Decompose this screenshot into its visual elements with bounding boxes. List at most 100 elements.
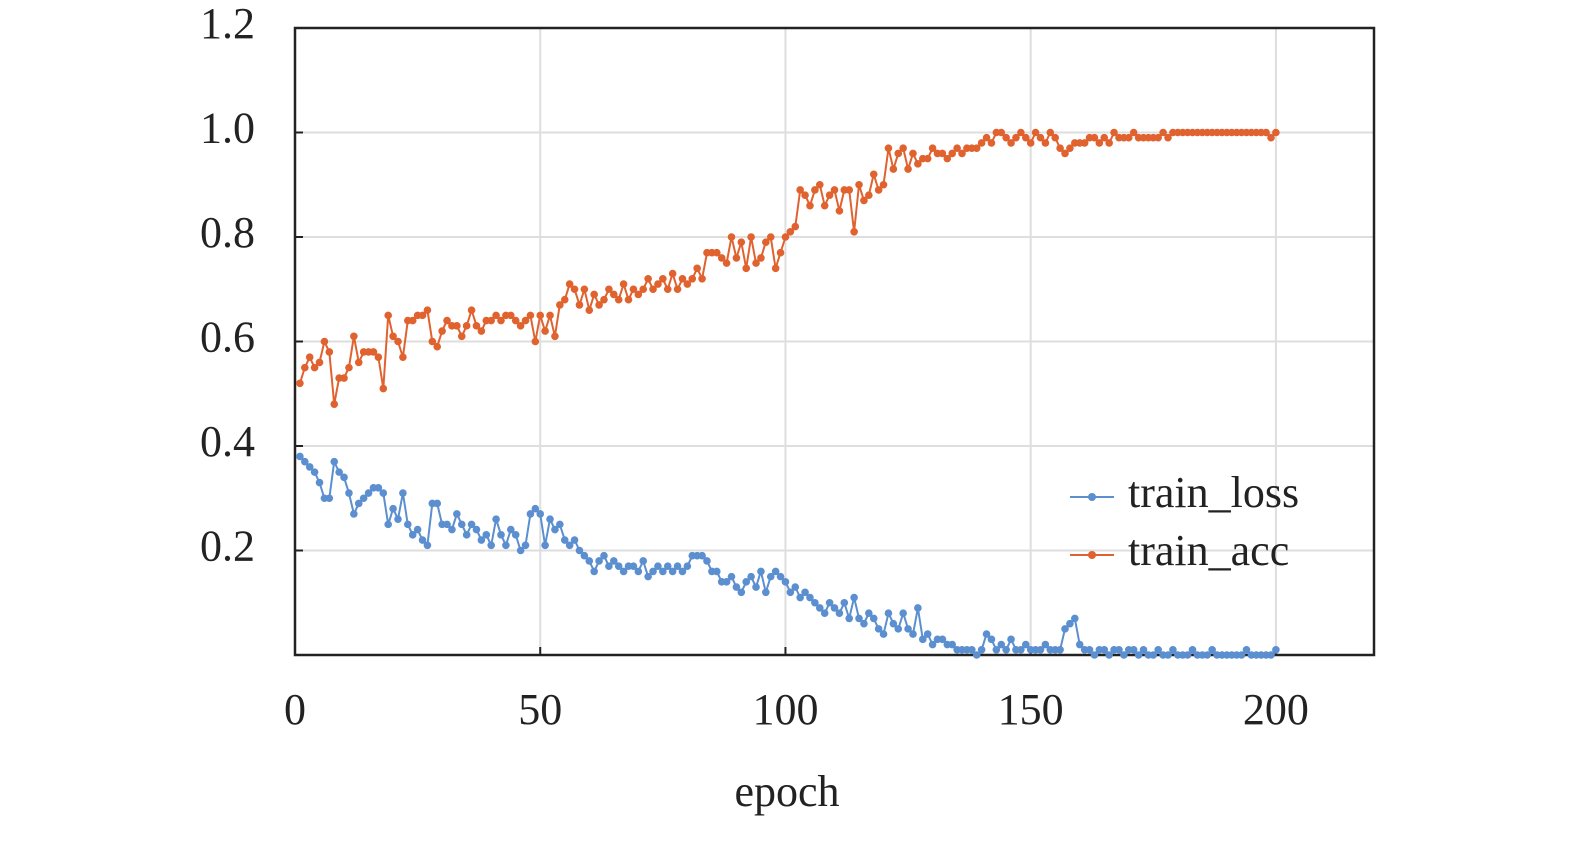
point xyxy=(904,165,912,173)
point xyxy=(1095,139,1104,147)
point xyxy=(384,311,392,320)
point xyxy=(791,583,800,591)
point xyxy=(487,316,495,325)
point xyxy=(497,531,505,539)
point xyxy=(595,557,603,565)
point xyxy=(698,275,706,283)
point xyxy=(698,551,706,560)
point xyxy=(477,327,486,335)
point xyxy=(1272,128,1280,137)
point xyxy=(801,191,809,199)
legend-label: train_loss xyxy=(1128,468,1299,517)
point xyxy=(1149,651,1158,659)
series-line xyxy=(298,130,1277,405)
point xyxy=(649,567,657,576)
series xyxy=(296,452,1280,659)
point xyxy=(1188,645,1197,654)
point xyxy=(850,227,858,236)
point xyxy=(394,515,402,523)
point xyxy=(335,468,343,476)
x-tick-label: 0 xyxy=(284,685,306,734)
point xyxy=(806,593,814,602)
point xyxy=(301,363,309,372)
legend-label: train_acc xyxy=(1128,526,1289,575)
point xyxy=(423,306,432,314)
point xyxy=(605,285,613,294)
y-tick-label: 0.8 xyxy=(200,208,255,257)
point xyxy=(678,567,687,576)
point xyxy=(786,588,795,597)
point xyxy=(1115,645,1123,654)
point xyxy=(629,285,638,294)
point xyxy=(659,275,667,283)
point xyxy=(1080,139,1089,147)
point xyxy=(379,384,388,393)
point xyxy=(551,525,559,534)
point xyxy=(972,144,981,152)
point xyxy=(399,353,407,361)
point xyxy=(717,254,726,262)
legend-marker xyxy=(1088,493,1096,501)
point xyxy=(340,473,348,482)
point xyxy=(399,489,407,497)
point xyxy=(457,332,466,341)
point xyxy=(1100,645,1109,654)
point xyxy=(443,316,451,325)
point xyxy=(453,322,461,330)
point xyxy=(556,520,564,529)
point xyxy=(811,598,819,607)
point xyxy=(575,546,584,555)
point xyxy=(634,290,643,299)
point xyxy=(556,301,564,309)
point xyxy=(394,337,402,346)
legend-marker xyxy=(1088,551,1096,559)
point xyxy=(526,510,535,518)
point xyxy=(619,567,628,576)
point xyxy=(762,588,770,597)
point xyxy=(663,562,672,570)
point xyxy=(762,238,770,247)
point xyxy=(899,144,907,152)
point xyxy=(771,567,780,576)
point xyxy=(663,285,672,294)
point xyxy=(413,525,422,534)
point xyxy=(609,557,618,565)
point xyxy=(595,301,603,309)
point xyxy=(977,645,986,654)
point xyxy=(791,222,800,231)
point xyxy=(423,541,432,550)
point xyxy=(433,342,442,351)
point xyxy=(737,588,746,597)
point xyxy=(869,170,878,179)
point xyxy=(855,614,863,623)
point xyxy=(1267,133,1275,142)
point xyxy=(369,348,378,356)
y-tick-label: 0.4 xyxy=(200,417,255,466)
x-tick-label: 100 xyxy=(752,685,818,734)
point xyxy=(992,645,1001,654)
point xyxy=(345,489,353,497)
point xyxy=(492,311,500,320)
point xyxy=(855,180,863,189)
point xyxy=(516,546,525,555)
point xyxy=(619,280,628,288)
point xyxy=(418,536,427,544)
y-tick-label: 0.6 xyxy=(200,313,255,362)
point xyxy=(894,625,903,633)
point xyxy=(310,468,319,476)
point xyxy=(678,275,687,283)
point xyxy=(742,578,751,586)
point xyxy=(972,651,981,659)
point xyxy=(732,254,741,262)
point xyxy=(958,149,966,158)
plot-frame xyxy=(293,26,1376,657)
point xyxy=(325,494,334,503)
point xyxy=(1026,139,1035,147)
point xyxy=(820,609,829,617)
point xyxy=(688,275,697,283)
point xyxy=(315,358,324,367)
point xyxy=(771,264,780,273)
point xyxy=(796,186,804,194)
point xyxy=(374,484,383,492)
point xyxy=(1056,645,1064,654)
